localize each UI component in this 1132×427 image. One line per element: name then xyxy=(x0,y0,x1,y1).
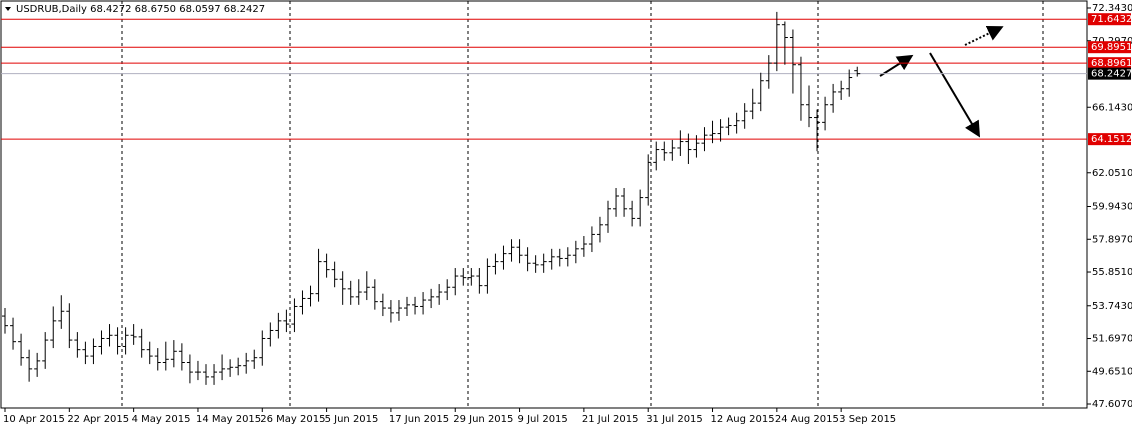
x-tick-label: 4 May 2015 xyxy=(132,414,191,425)
x-tick-label: 5 Jun 2015 xyxy=(325,414,379,425)
level-label-box xyxy=(1088,57,1131,70)
y-tick-label: 66.1430 xyxy=(1092,102,1132,113)
level-label: 69.8951 xyxy=(1091,42,1132,53)
y-tick-label: 51.6970 xyxy=(1092,334,1132,345)
x-tick-label: 17 Jun 2015 xyxy=(389,414,449,425)
x-tick-label: 31 Jul 2015 xyxy=(646,414,703,425)
y-tick-label: 49.6510 xyxy=(1092,366,1132,377)
x-tick-label: 3 Sep 2015 xyxy=(839,414,896,425)
drawn-arrows xyxy=(879,26,1004,138)
level-label-box xyxy=(1088,67,1131,80)
x-tick-label: 26 May 2015 xyxy=(260,414,325,425)
y-tick-label: 62.0510 xyxy=(1092,168,1132,179)
level-label-box xyxy=(1088,13,1131,26)
month-separators xyxy=(121,1,1044,408)
x-tick-label: 21 Jul 2015 xyxy=(582,414,639,425)
menu-triangle[interactable] xyxy=(5,7,11,11)
arrow xyxy=(929,52,981,138)
x-tick-label: 24 Aug 2015 xyxy=(775,414,839,425)
plot-frame xyxy=(0,0,1088,409)
level-label: 68.8961 xyxy=(1091,58,1132,69)
x-tick-label: 10 Apr 2015 xyxy=(3,414,65,425)
y-tick-label: 47.6070 xyxy=(1092,399,1132,410)
level-label: 71.6432 xyxy=(1091,14,1132,25)
y-tick-label: 57.8970 xyxy=(1092,234,1132,245)
arrow xyxy=(964,26,1004,46)
level-label: 68.2427 xyxy=(1091,69,1132,80)
x-tick-label: 29 Jun 2015 xyxy=(453,414,513,425)
x-tick-label: 22 Apr 2015 xyxy=(67,414,129,425)
level-label: 64.1512 xyxy=(1091,134,1132,145)
level-label-box xyxy=(1088,41,1131,54)
x-tick-label: 12 Aug 2015 xyxy=(711,414,775,425)
y-tick-label: 72.3430 xyxy=(1092,3,1132,14)
chart-title: USDRUB,Daily 68.4272 68.6750 68.0597 68.… xyxy=(16,4,265,15)
level-label-box xyxy=(1088,133,1131,146)
arrow xyxy=(879,54,914,77)
x-tick-label: 9 Jul 2015 xyxy=(518,414,568,425)
x-tick-label: 14 May 2015 xyxy=(196,414,261,425)
y-tick-label: 53.7430 xyxy=(1092,301,1132,312)
y-tick-label: 55.8510 xyxy=(1092,267,1132,278)
y-tick-label: 59.9430 xyxy=(1092,202,1132,213)
